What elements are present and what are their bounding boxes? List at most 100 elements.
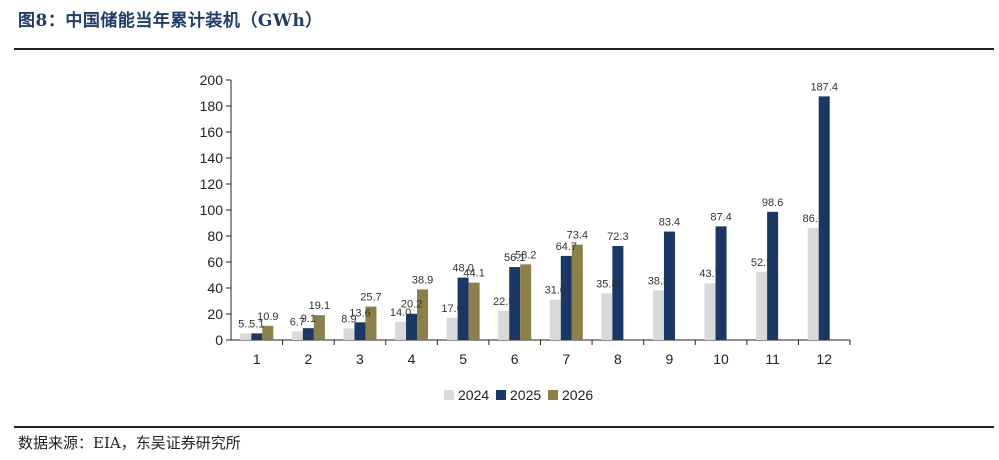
y-tick-label: 40 — [207, 280, 223, 296]
data-label-2024-11: 52.5 — [751, 257, 772, 269]
x-tick-label: 1 — [253, 351, 261, 367]
bars — [240, 96, 830, 340]
bar-2025-11 — [767, 211, 779, 340]
data-label-2025-3: 13.6 — [349, 307, 370, 319]
x-tick-label: 11 — [765, 351, 780, 367]
bar-2025-5 — [457, 277, 469, 340]
bar-2024-1 — [240, 333, 252, 340]
bar-2025-7 — [560, 255, 572, 340]
data-label-2025-10: 87.4 — [710, 211, 731, 223]
bar-2026-5 — [468, 282, 480, 340]
bar-2025-9 — [663, 231, 675, 340]
bar-2024-7 — [549, 299, 561, 340]
y-tick-label: 160 — [200, 124, 224, 140]
data-label-2025-6: 56.1 — [504, 252, 525, 264]
bar-2024-8 — [601, 293, 613, 340]
legend-label-2025: 2025 — [510, 387, 541, 403]
data-label-2026-7: 73.4 — [567, 230, 588, 242]
value-labels: 5...5.110.9 6.79.119.1 8.913.6 25.7 14.020.2… — [238, 81, 838, 330]
bar-2025-1 — [251, 333, 263, 340]
x-tick-label: 5 — [459, 351, 467, 367]
legend-label-2024: 2024 — [458, 387, 489, 403]
bar-2024-10 — [704, 283, 716, 340]
data-label-2026-3: 25.7 — [360, 292, 381, 304]
x-tick-label: 4 — [408, 351, 416, 367]
data-label-2025-12: 187.4 — [810, 81, 838, 93]
bar-2024-4 — [395, 321, 407, 340]
data-label-2025-5: 48.0 — [452, 263, 473, 275]
data-label-2024-9: 38.2 — [648, 275, 669, 287]
legend-swatch-2025 — [496, 390, 506, 400]
data-label-2025-11: 98.6 — [762, 197, 783, 209]
y-axis: 0 20 40 60 80 100 120 140 160 180 200 — [200, 72, 232, 348]
data-label-2026-4: 38.9 — [412, 274, 433, 286]
data-label-2026-6: 58.2 — [515, 249, 536, 261]
data-label-2025-9: 83.4 — [659, 217, 680, 229]
data-label-2026-2: 19.1 — [309, 300, 330, 312]
bar-2025-4 — [406, 313, 418, 340]
data-label-2024-6: 22.5 — [493, 296, 514, 308]
data-label-2025-2: 9.1 — [301, 313, 316, 325]
data-label-2024-5: 17.0 — [441, 303, 462, 315]
bar-2025-3 — [354, 322, 366, 340]
y-tick-label: 80 — [207, 228, 223, 244]
x-tick-label: 3 — [356, 351, 364, 367]
legend-swatch-2026 — [548, 390, 558, 400]
data-label-2026-1: 10.9 — [257, 311, 278, 323]
bar-2026-7 — [571, 244, 583, 340]
bottom-rule — [14, 426, 994, 428]
bar-2024-6 — [498, 310, 510, 340]
data-label-2024-4: 14.0 — [390, 307, 411, 319]
bar-2025-2 — [302, 328, 314, 340]
legend: 2024 2025 2026 — [444, 387, 593, 403]
y-tick-label: 100 — [200, 202, 224, 218]
bar-2024-11 — [756, 271, 768, 340]
source-note: 数据来源：EIA，东吴证券研究所 — [18, 434, 241, 452]
legend-label-2026: 2026 — [562, 387, 593, 403]
data-label-2025-7: 64.7 — [556, 241, 577, 253]
y-tick-label: 200 — [200, 72, 224, 88]
x-axis: 1 2 3 4 5 6 7 8 9 10 11 12 — [231, 339, 851, 367]
figure-title: 图8：中国储能当年累计装机（GWh） — [18, 11, 323, 31]
bar-2024-9 — [652, 290, 664, 340]
bar-2024-12 — [807, 228, 819, 340]
y-tick-label: 60 — [207, 254, 223, 270]
data-label-2025-4: 20.2 — [401, 299, 422, 311]
data-label-2024-2: 6.7 — [290, 316, 305, 328]
data-label-2025-8: 72.3 — [607, 231, 628, 243]
data-label-2024-3: 8.9 — [341, 313, 356, 325]
bar-2025-6 — [509, 267, 521, 340]
bar-2025-8 — [612, 246, 624, 340]
bar-2026-3 — [365, 306, 377, 340]
data-label-2026-5: 44.1 — [463, 268, 484, 280]
data-label-2024-7: 31.0 — [545, 285, 566, 297]
y-tick-label: 180 — [200, 98, 224, 114]
data-label-2025-1: 5.1 — [249, 318, 264, 330]
bar-2026-4 — [417, 289, 429, 340]
data-label-2024-8: 35.8 — [596, 278, 617, 290]
x-tick-label: 2 — [304, 351, 312, 367]
bar-2026-2 — [313, 315, 325, 340]
bar-2026-6 — [520, 264, 532, 340]
bar-2024-5 — [446, 317, 458, 340]
y-tick-label: 20 — [207, 306, 223, 322]
x-tick-label: 7 — [562, 351, 570, 367]
bar-2026-1 — [262, 325, 274, 340]
x-tick-label: 9 — [666, 351, 674, 367]
top-rule — [14, 48, 994, 50]
y-tick-label: 0 — [215, 332, 223, 348]
legend-swatch-2024 — [444, 390, 454, 400]
x-tick-label: 6 — [511, 351, 519, 367]
bar-2025-12 — [818, 96, 830, 340]
x-tick-label: 10 — [713, 351, 729, 367]
x-tick-label: 12 — [816, 351, 832, 367]
bar-2024-3 — [343, 328, 355, 340]
x-tick-label: 8 — [614, 351, 622, 367]
data-label-2024-12: 86.1 — [802, 213, 823, 225]
bar-2025-10 — [715, 226, 727, 340]
bar-2024-2 — [291, 331, 303, 340]
data-label-2024-1: 5... — [238, 318, 253, 330]
y-tick-label: 120 — [200, 176, 224, 192]
data-label-2024-10: 43.7 — [699, 268, 720, 280]
